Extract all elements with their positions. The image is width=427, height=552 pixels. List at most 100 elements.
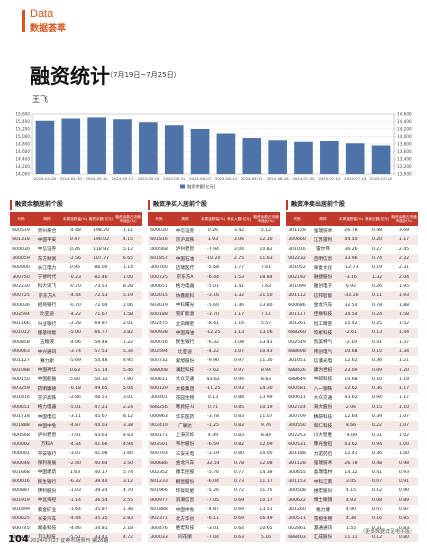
table-cell: 0.12 — [371, 534, 383, 540]
table-row: 601728 中国电信 -3.11 45.67 8.12 — [10, 412, 142, 421]
table-cell: 大众交通 — [313, 395, 333, 401]
table-cell: 兖矿能源 — [175, 312, 195, 318]
table-cell: 11.83 — [259, 256, 273, 262]
table-row: 000725 京东方A -6.44 1.53 18.84 — [148, 272, 280, 282]
table-cell: 12.62 — [344, 386, 358, 392]
table-cell: 和仁科技 — [313, 423, 333, 429]
table-cell: 600129 — [150, 386, 168, 392]
table-cell: 000858 — [12, 339, 30, 345]
table-cell: 江苏雷利 — [313, 237, 333, 243]
table-cell: 0.97 — [233, 367, 245, 373]
table-row: 600188 兖矿能源 -3.70 1.17 7.11 — [148, 309, 280, 319]
table-cell: -3.16 — [345, 274, 357, 280]
table-cell: 东方财富 — [37, 256, 57, 262]
table-cell: -3.11 — [69, 414, 81, 420]
table-cell: 1.53 — [233, 274, 245, 280]
table-cell: 43.62 — [206, 376, 220, 382]
table-cell: 301260 — [288, 507, 306, 513]
table-cell: 000001 — [12, 451, 30, 457]
table-cell: 11.75 — [259, 488, 273, 494]
table-cell: 3.04 — [233, 246, 245, 252]
table-cell: 1.11 — [122, 228, 134, 234]
table-cell: 格力电器 — [175, 284, 195, 290]
column-header: 净买入额(亿元) — [226, 217, 252, 221]
table-cell: 301128 — [288, 228, 306, 234]
table-cell: 维宏股份 — [313, 488, 333, 494]
bar — [164, 125, 184, 174]
table-cell: 中国船舶 — [37, 377, 57, 383]
table-row: 301188 力诺药包 12.41 0.36 1.00 — [286, 449, 418, 458]
table-cell: 601088 — [12, 367, 30, 373]
table-cell: 佳缘科技 — [313, 312, 333, 318]
table-cell: 40.17 — [94, 469, 108, 475]
table-cell: 紫金矿业 — [37, 507, 57, 513]
table-cell: 1.00 — [398, 441, 410, 447]
table-row: 688403 汇成股份 11.11 0.12 0.80 — [286, 532, 418, 543]
bar — [139, 122, 158, 174]
table-cell: -4.87 — [69, 423, 81, 429]
table-cell: 49.65 — [94, 386, 108, 392]
bar — [216, 133, 236, 174]
table-cell: -7.05 — [207, 497, 219, 503]
table-cell: 2.55 — [122, 497, 134, 503]
table-cell: 300655 — [288, 469, 306, 475]
table-cell: 2.31 — [398, 265, 410, 271]
table-cell: 兴业银行 — [37, 321, 57, 327]
table-cell: 1.63 — [69, 469, 81, 475]
table-cell: 1.55 — [345, 525, 357, 531]
column-header: 融资余额占流通市值比(%) — [391, 215, 417, 223]
table-cell: -4.09 — [345, 432, 357, 438]
table-cell: 民生银行 — [37, 479, 57, 485]
table-cell: 0.63 — [69, 367, 81, 373]
x-tick-label: 2024-04-30 — [60, 176, 83, 181]
column-header: 本周涨跌幅(%) — [62, 217, 88, 221]
table-cell: 603259 — [12, 386, 30, 392]
x-tick-label: 2024-07-19 — [344, 176, 367, 181]
table-cell: 宁德时代 — [37, 275, 57, 281]
table-row: 600171 上海贝岭 4.39 0.83 8.84 — [148, 431, 280, 440]
table-cell: 1.00 — [398, 451, 410, 457]
table-cell: 000725 — [12, 293, 30, 299]
x-tick-label: 2024-07-12 — [318, 176, 341, 181]
table-cell: 10.43 — [259, 349, 273, 354]
table-cell: 301188 — [288, 451, 306, 457]
table-cell: -4.22 — [69, 311, 81, 317]
table-row: 300033 同花顺 -7.04 0.63 5.16 — [148, 532, 280, 543]
table-row: 601888 中国中免 -4.87 0.69 13.51 — [148, 505, 280, 514]
table-cell: -4.44 — [69, 293, 81, 299]
table-cell: 金龙汽车 — [175, 461, 195, 467]
table-cell: 启明信息 — [313, 256, 333, 262]
table-cell: 1.07 — [398, 414, 410, 420]
table-cell: 2.06 — [345, 404, 357, 410]
table-row: 300655 晶瑞电材 14.12 0.41 0.93 — [286, 468, 418, 477]
table-row: 300750 宁德时代 -0.23 82.46 1.00 — [10, 272, 142, 282]
table-cell: 301128 — [288, 460, 306, 466]
table-cell: 1.36 — [233, 302, 245, 308]
table-row: 600129 太极集团 -11.25 0.93 14.30 — [148, 384, 280, 394]
table-cell: 药明康德 — [37, 386, 57, 392]
table-cell: -5.00 — [69, 330, 81, 336]
table-cell: 0.31 — [371, 525, 383, 531]
table-row: 000568 泸州老窖 -7.94 3.04 10.82 — [148, 245, 280, 254]
table-cell: 41.66 — [94, 441, 108, 447]
table-cell: 601668 — [12, 469, 30, 475]
table-cell: -33.16 — [343, 293, 359, 299]
table-cell: 0.36 — [371, 451, 383, 457]
table-cell: 5.74 — [122, 469, 134, 475]
y-tick-label: 14,400 — [15, 157, 30, 162]
table-cell: 贵州茅台 — [37, 228, 57, 234]
table-cell: 花园生物 — [175, 395, 195, 401]
table-row: 601233 桐昆股份 -6.04 0.73 11.17 — [148, 477, 280, 487]
table-cell: TCL科技 — [38, 535, 56, 541]
table-cell: -9.90 — [207, 358, 219, 364]
table-cell: 23.09 — [344, 367, 358, 373]
legend-label: 融资余额(亿元) — [187, 183, 216, 190]
table-cell: 0.85 — [233, 404, 245, 410]
table-cell: -2.86 — [69, 395, 81, 401]
table-cell: 中信证券 — [37, 247, 57, 253]
table-cell: 5.34 — [122, 349, 134, 354]
table-cell: -3.19 — [207, 451, 219, 457]
table-row: 301260 格力博 4.90 0.07 0.87 — [286, 505, 418, 514]
table-cell: 1.93 — [207, 237, 219, 243]
